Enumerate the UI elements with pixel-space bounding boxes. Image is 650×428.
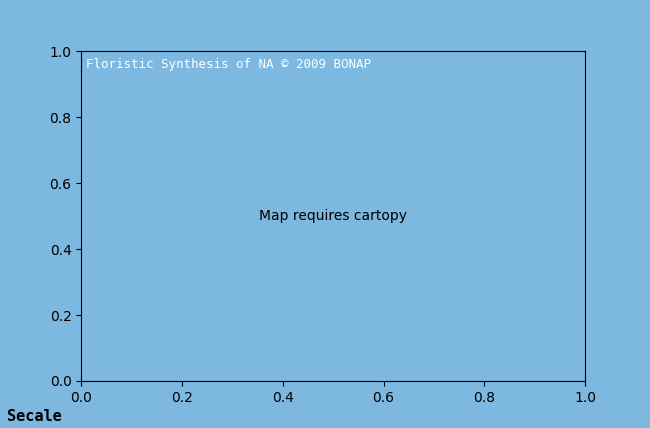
Text: Floristic Synthesis of NA © 2009 BONAP: Floristic Synthesis of NA © 2009 BONAP <box>86 58 371 71</box>
Text: Map requires cartopy: Map requires cartopy <box>259 209 407 223</box>
Text: Secale: Secale <box>6 409 61 424</box>
